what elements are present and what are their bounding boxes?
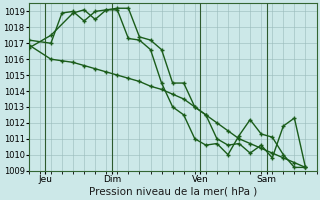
X-axis label: Pression niveau de la mer( hPa ): Pression niveau de la mer( hPa ) [89,187,257,197]
